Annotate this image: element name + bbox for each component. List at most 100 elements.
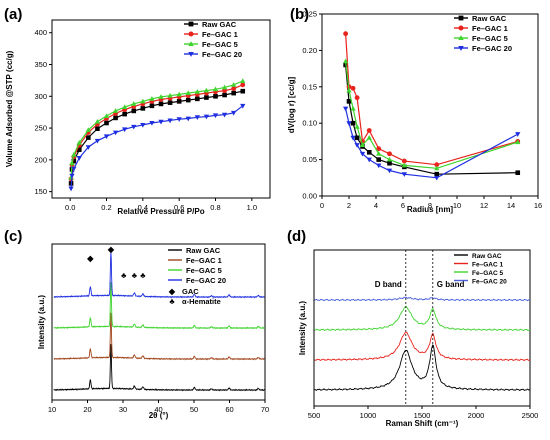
y-axis-title: Intensity (a.u.) bbox=[298, 301, 307, 356]
plot-frame bbox=[51, 19, 271, 199]
data-point bbox=[167, 118, 173, 124]
data-point bbox=[434, 165, 440, 171]
x-tick-label: 1.0 bbox=[247, 203, 257, 212]
panel-label: (d) bbox=[287, 228, 306, 245]
data-point bbox=[515, 139, 521, 145]
data-point bbox=[212, 86, 219, 92]
raman-spectrum bbox=[314, 296, 531, 302]
data-point bbox=[140, 98, 146, 104]
legend-marker bbox=[188, 31, 194, 37]
data-point bbox=[131, 124, 137, 130]
legend-label: Fe–GAC 5 bbox=[472, 34, 508, 43]
y-tick-label: 150 bbox=[34, 187, 47, 196]
data-point bbox=[342, 58, 349, 64]
x-tick-label: 0.4 bbox=[138, 203, 148, 212]
legend-label: Fe–GAC 1 bbox=[186, 256, 222, 265]
panel-a: (a) Relative Pressure P/Po Volume Adsorbed… bbox=[4, 6, 271, 216]
data-point bbox=[343, 31, 349, 37]
y-tick-label: 0.10 bbox=[302, 119, 317, 128]
data-point bbox=[195, 96, 200, 102]
data-point bbox=[149, 103, 155, 109]
x-axis-title: Radius [nm] bbox=[407, 205, 454, 214]
legend-label: Fe–GAC 20 bbox=[472, 44, 512, 53]
data-point bbox=[122, 104, 128, 110]
data-point bbox=[94, 138, 101, 144]
data-point bbox=[185, 90, 191, 96]
x-tick-label: 30 bbox=[119, 405, 127, 414]
data-point bbox=[386, 168, 393, 174]
data-point bbox=[68, 186, 74, 192]
data-point bbox=[359, 151, 366, 157]
x-tick-label: 10 bbox=[453, 201, 461, 210]
data-point bbox=[167, 92, 173, 98]
data-point bbox=[342, 106, 349, 112]
x-tick-label: 1500 bbox=[414, 411, 431, 420]
data-point bbox=[346, 87, 352, 93]
legend-marker bbox=[188, 41, 194, 47]
data-point bbox=[167, 100, 173, 105]
data-point bbox=[140, 106, 146, 111]
data-point bbox=[131, 108, 137, 114]
data-point bbox=[515, 170, 521, 176]
data-point bbox=[85, 127, 91, 132]
data-point bbox=[76, 155, 82, 161]
legend-marker bbox=[188, 21, 194, 27]
peak-marker: ♣ bbox=[132, 271, 138, 280]
data-point bbox=[71, 152, 77, 157]
peak-marker: ◆ bbox=[86, 254, 94, 263]
data-point bbox=[85, 145, 91, 150]
x-tick-label: 2 bbox=[347, 201, 351, 210]
y-tick-label: 400 bbox=[34, 28, 47, 37]
band-label: D band bbox=[375, 280, 402, 289]
x-tick-label: 40 bbox=[154, 405, 162, 414]
x-tick-label: 10 bbox=[48, 405, 56, 414]
data-point bbox=[131, 101, 137, 106]
x-tick-label: 0.8 bbox=[210, 203, 220, 212]
data-point bbox=[158, 94, 164, 99]
data-point bbox=[387, 151, 392, 157]
x-tick-label: 0.2 bbox=[101, 203, 111, 212]
panel-c: (c) 2θ (°) Intensity (a.u.) 10 20 30 40 50 60 70 ◆… bbox=[4, 228, 269, 420]
x-tick-label: 14 bbox=[507, 201, 515, 210]
x-tick-label: 2500 bbox=[522, 411, 539, 420]
y-tick-label: 250 bbox=[34, 124, 47, 133]
raman-spectrum bbox=[314, 331, 531, 362]
legend-label: Fe–GAC 5 bbox=[186, 266, 222, 275]
xrd-pattern bbox=[53, 282, 265, 330]
y-axis-title: Intensity (a.u.) bbox=[37, 295, 46, 350]
legend-marker bbox=[458, 35, 464, 41]
data-point bbox=[122, 111, 127, 117]
x-tick-label: 70 bbox=[261, 405, 269, 414]
x-tick-label: 0.6 bbox=[174, 203, 184, 212]
data-point bbox=[185, 97, 191, 103]
data-point bbox=[158, 101, 164, 107]
data-point bbox=[104, 120, 109, 126]
data-point bbox=[176, 91, 182, 97]
y-tick-label: 0.15 bbox=[302, 82, 317, 91]
legend-label: Fe–GAC 5 bbox=[472, 270, 503, 277]
data-point bbox=[354, 95, 360, 101]
panel-b: (b) Radius [nm] dV(log r) [cc/g] 0 2 4 6 8 10 12 1… bbox=[287, 6, 542, 214]
x-tick-label: 6 bbox=[401, 201, 405, 210]
data-point bbox=[350, 105, 356, 111]
data-point bbox=[149, 96, 155, 101]
x-tick-label: 50 bbox=[190, 405, 198, 414]
y-tick-label: 0.25 bbox=[302, 10, 317, 19]
x-axis-title: Relative Pressure P/Po bbox=[117, 207, 204, 216]
data-point bbox=[69, 160, 75, 165]
y-tick-label: 0.05 bbox=[302, 155, 317, 164]
data-point bbox=[434, 162, 440, 168]
data-point bbox=[194, 89, 200, 94]
data-point bbox=[69, 173, 75, 179]
panel-label: (a) bbox=[4, 6, 22, 23]
data-point bbox=[122, 127, 128, 133]
data-point bbox=[140, 122, 146, 128]
legend-label: Fe–GAC 1 bbox=[472, 24, 508, 33]
legend-label: Raw GAC bbox=[472, 14, 507, 23]
data-point bbox=[76, 139, 82, 145]
x-tick-label: 2000 bbox=[468, 411, 485, 420]
data-point bbox=[95, 126, 100, 132]
x-tick-label: 0 bbox=[320, 201, 324, 210]
x-tick-label: 500 bbox=[308, 411, 321, 420]
